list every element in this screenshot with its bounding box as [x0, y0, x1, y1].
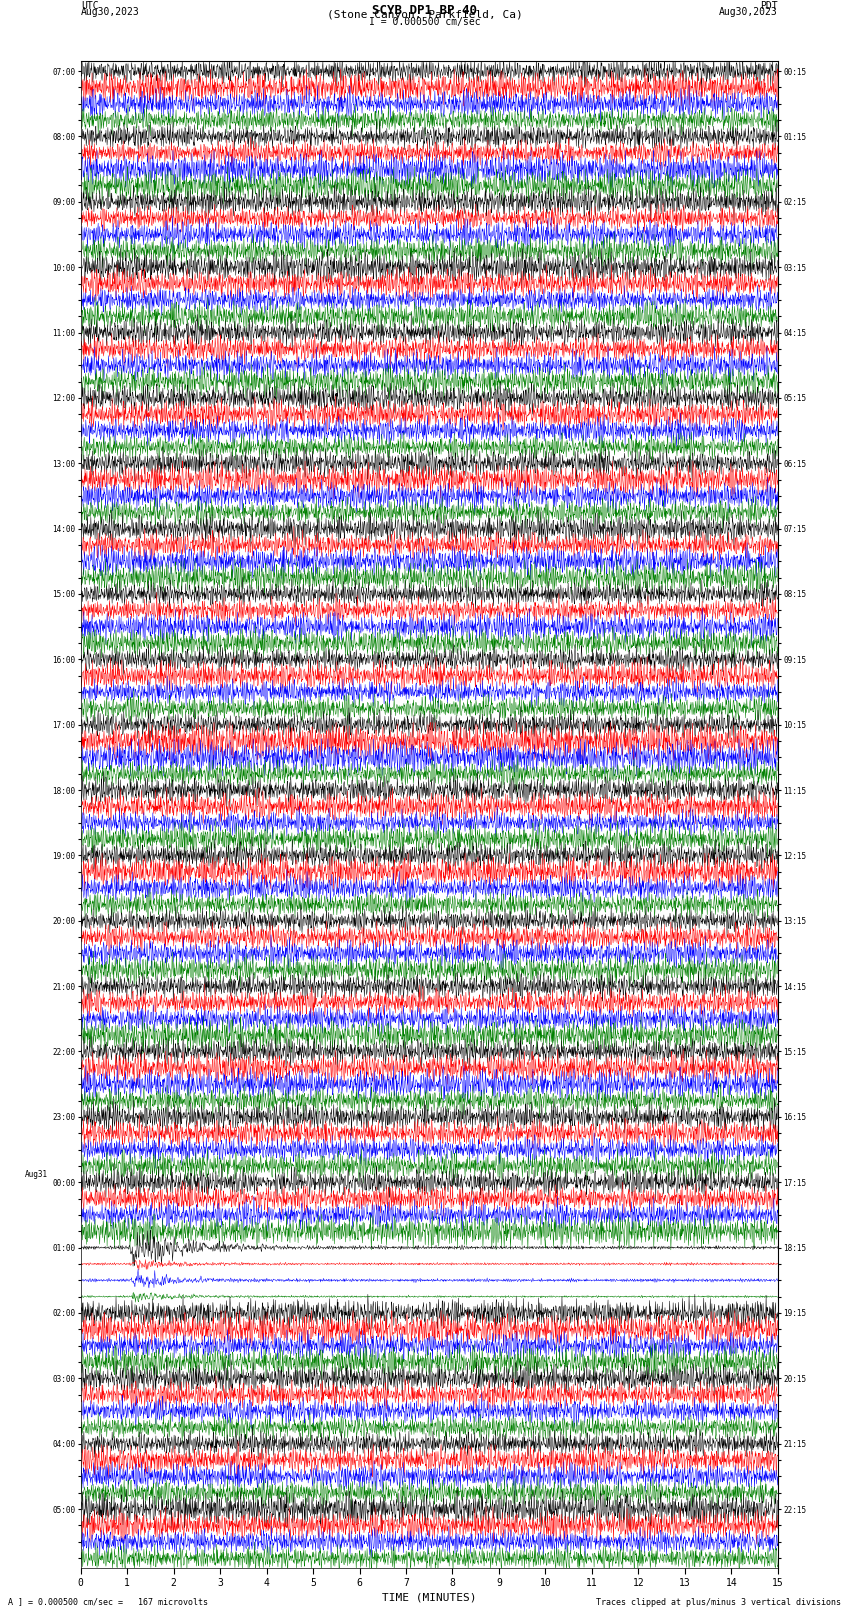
- Text: UTC: UTC: [81, 0, 99, 11]
- Text: PDT: PDT: [760, 0, 778, 11]
- Text: Traces clipped at plus/minus 3 vertical divisions: Traces clipped at plus/minus 3 vertical …: [597, 1597, 842, 1607]
- Text: I = 0.000500 cm/sec: I = 0.000500 cm/sec: [369, 18, 481, 27]
- Text: Aug30,2023: Aug30,2023: [719, 6, 778, 18]
- Text: Aug31: Aug31: [26, 1169, 48, 1179]
- X-axis label: TIME (MINUTES): TIME (MINUTES): [382, 1592, 477, 1602]
- Text: Aug30,2023: Aug30,2023: [81, 6, 139, 18]
- Text: (Stone Canyon, Parkfield, Ca): (Stone Canyon, Parkfield, Ca): [327, 11, 523, 21]
- Text: SCYB DP1 BP 40: SCYB DP1 BP 40: [372, 5, 478, 18]
- Text: A ] = 0.000500 cm/sec =   167 microvolts: A ] = 0.000500 cm/sec = 167 microvolts: [8, 1597, 208, 1607]
